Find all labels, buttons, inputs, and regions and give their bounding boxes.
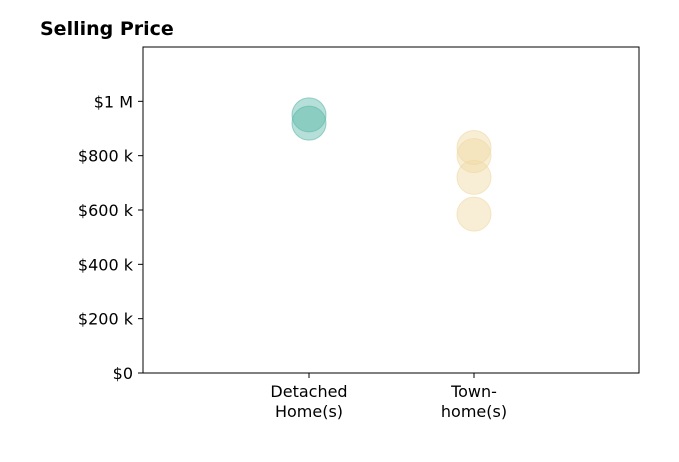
x-tick-label-line: Detached [270, 382, 347, 401]
data-point [456, 138, 492, 174]
data-point [291, 105, 327, 141]
x-tick-label-line: Town- [450, 382, 497, 401]
x-tick-label-line: home(s) [441, 402, 507, 421]
y-tick-label: $1 M [94, 92, 133, 111]
y-tick-label: $200 k [78, 310, 134, 329]
plot-frame [142, 46, 640, 374]
data-point [456, 130, 492, 166]
x-tick-label: Detached Home(s) [270, 382, 347, 421]
y-tick-label: $0 [113, 364, 133, 383]
data-point [291, 97, 327, 133]
data-point [456, 159, 492, 195]
y-tick-label: $400 k [78, 255, 134, 274]
y-tick-label: $800 k [78, 147, 134, 166]
x-tick-label-line: Home(s) [275, 402, 343, 421]
data-point [456, 196, 492, 232]
plot-area: $0 $200 k $400 k $600 k $800 k $1 M Detached Ho… [78, 46, 640, 421]
y-tick-label: $600 k [78, 201, 134, 220]
chart-title: Selling Price [40, 18, 174, 40]
x-tick-label: Town-home(s) [441, 382, 507, 421]
